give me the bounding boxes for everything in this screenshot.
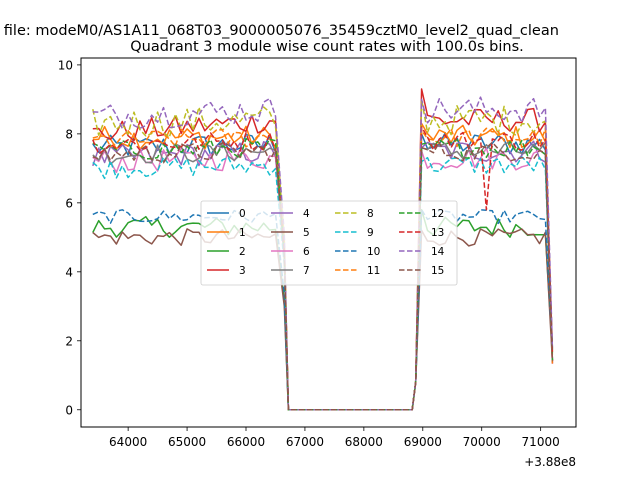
- y-axis: 0 2 4 6 8 10: [58, 58, 81, 417]
- x-axis: 64000 65000 66000 67000 68000 69000 70000 71000: [109, 427, 560, 449]
- series-line-8: [92, 98, 554, 411]
- legend-label-6: 6: [303, 246, 310, 258]
- y-tick-label: 8: [65, 127, 73, 141]
- x-tick-label: 67000: [286, 435, 324, 449]
- legend-label-5: 5: [303, 227, 310, 239]
- legend-label-14: 14: [431, 246, 445, 258]
- x-offset-label: +3.88e8: [524, 455, 576, 469]
- series-line-15: [92, 141, 554, 411]
- legend-label-12: 12: [431, 208, 444, 220]
- y-tick-label: 6: [65, 196, 73, 210]
- x-tick-label: 69000: [404, 435, 442, 449]
- y-tick-label: 2: [65, 334, 73, 348]
- series-line-7: [92, 140, 554, 411]
- legend-frame: [200, 200, 458, 286]
- figure-suptitle: n file: modeM0/AS1A11_068T03_9000005076_…: [0, 23, 559, 39]
- series-line-4: [92, 140, 554, 411]
- legend-label-11: 11: [367, 265, 380, 277]
- series-line-11: [92, 127, 554, 411]
- x-tick-label: 71000: [522, 435, 560, 449]
- legend-label-10: 10: [367, 246, 380, 258]
- legend-label-4: 4: [303, 208, 310, 220]
- series-line-9: [92, 156, 554, 411]
- legend-label-8: 8: [367, 208, 374, 220]
- x-tick-label: 70000: [463, 435, 501, 449]
- legend-label-9: 9: [367, 227, 374, 239]
- x-tick-label: 66000: [227, 435, 265, 449]
- series-line-13: [92, 126, 554, 411]
- chart-title: Quadrant 3 module wise count rates with …: [130, 39, 524, 55]
- y-tick-label: 10: [58, 58, 73, 72]
- legend-label-1: 1: [239, 227, 246, 239]
- y-tick-label: 4: [65, 265, 73, 279]
- legend-label-13: 13: [431, 227, 444, 239]
- series-line-0: [92, 132, 554, 411]
- legend-label-0: 0: [239, 208, 246, 220]
- x-tick-label: 65000: [168, 435, 206, 449]
- x-tick-label: 68000: [345, 435, 383, 449]
- series-line-14: [92, 96, 554, 411]
- series-line-3: [92, 88, 554, 411]
- x-tick-label: 64000: [109, 435, 147, 449]
- plot-frame: [80, 57, 577, 428]
- legend-label-7: 7: [303, 265, 310, 277]
- y-tick-label: 0: [65, 403, 73, 417]
- legend-label-2: 2: [239, 246, 246, 258]
- legend-label-3: 3: [239, 265, 246, 277]
- legend-label-15: 15: [431, 265, 444, 277]
